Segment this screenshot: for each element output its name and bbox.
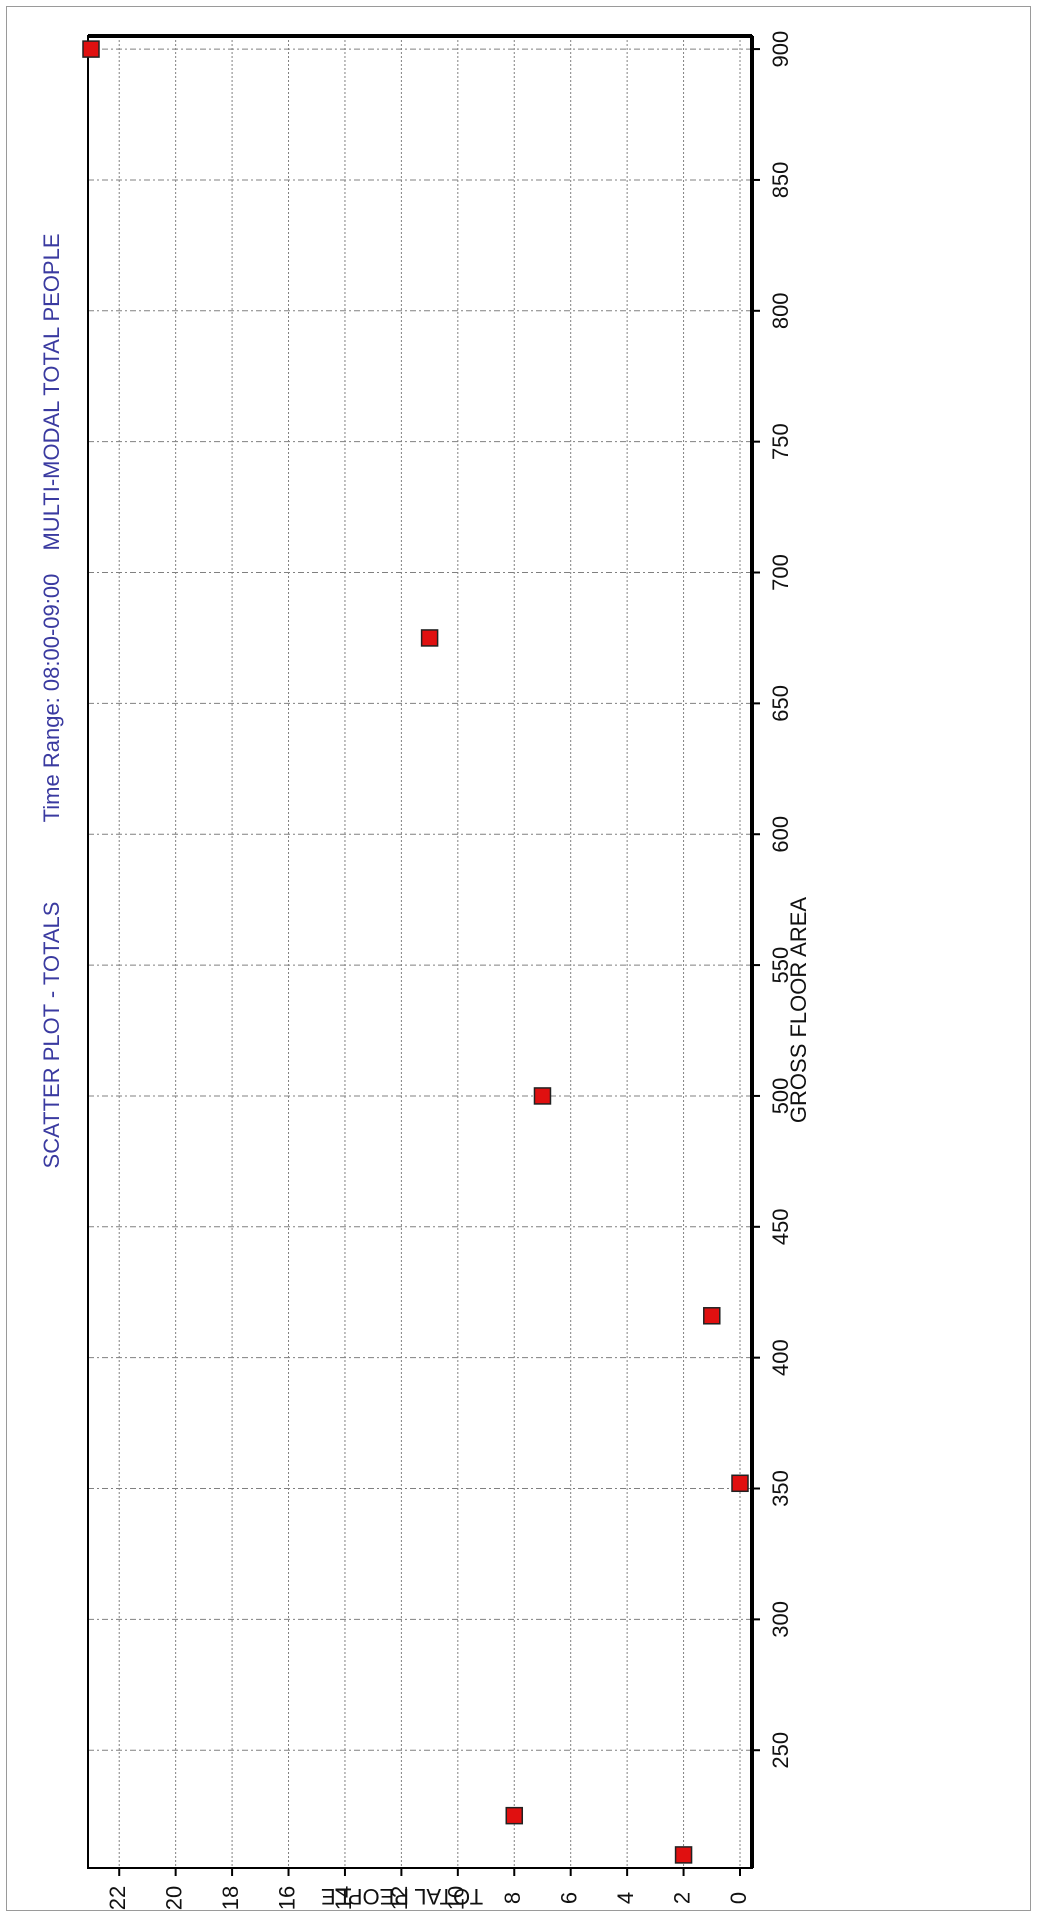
x-tick-label-600: 600 [768, 816, 793, 853]
y-tick-labels: 0 2 4 6 8 10 12 14 16 18 20 22 [105, 1868, 751, 1910]
grid-lines [88, 36, 752, 1868]
x-tick-label-400: 400 [768, 1339, 793, 1376]
y-axis-title: TOTAL PEOPLE [321, 1884, 483, 1909]
y-tick-label-22: 22 [105, 1886, 130, 1910]
chart-title-part-1: SCATTER PLOT - TOTALS [39, 902, 64, 1169]
y-tick-label-6: 6 [557, 1892, 582, 1904]
y-tick-label-16: 16 [274, 1886, 299, 1910]
y-tick-label-14: 14 [331, 1886, 356, 1910]
x-tick-label-700: 700 [768, 554, 793, 591]
x-tick-label-800: 800 [768, 292, 793, 329]
y-tick-label-0: 0 [726, 1892, 751, 1904]
chart-title-part-2: Time Range: 08:00-09:00 [39, 574, 64, 823]
data-point-4 [703, 1307, 721, 1325]
data-point-3 [731, 1474, 749, 1493]
x-tick-label-250: 250 [768, 1732, 793, 1769]
y-tick-label-4: 4 [613, 1892, 638, 1904]
data-points [82, 40, 749, 1864]
x-tick-labels: 250 300 350 400 450 500 550 600 650 700 750 800 850 9… [752, 31, 793, 1769]
chart-frame [6, 6, 1031, 1911]
y-tick-label-8: 8 [500, 1892, 525, 1904]
data-point-5 [533, 1087, 552, 1105]
x-tick-label-650: 650 [768, 685, 793, 722]
y-tick-label-2: 2 [669, 1892, 694, 1904]
x-tick-label-750: 750 [768, 423, 793, 460]
data-point-1 [674, 1846, 693, 1864]
x-tick-label-450: 450 [768, 1208, 793, 1245]
y-tick-label-18: 18 [218, 1886, 243, 1910]
x-tick-label-500: 500 [768, 1078, 793, 1115]
x-tick-label-900: 900 [768, 31, 793, 68]
x-tick-label-350: 350 [768, 1470, 793, 1507]
x-tick-label-550: 550 [768, 947, 793, 984]
data-point-2 [505, 1806, 524, 1825]
y-tick-label-12: 12 [387, 1886, 412, 1910]
chart-title-part-3: MULTI-MODAL TOTAL PEOPLE [39, 233, 64, 550]
data-point-7 [82, 40, 100, 58]
y-tick-label-10: 10 [444, 1886, 469, 1910]
data-point-6 [420, 629, 439, 647]
y-tick-label-20: 20 [161, 1886, 186, 1910]
x-axis-title: GROSS FLOOR AREA [786, 897, 811, 1123]
x-tick-label-300: 300 [768, 1601, 793, 1638]
x-tick-label-850: 850 [768, 162, 793, 199]
